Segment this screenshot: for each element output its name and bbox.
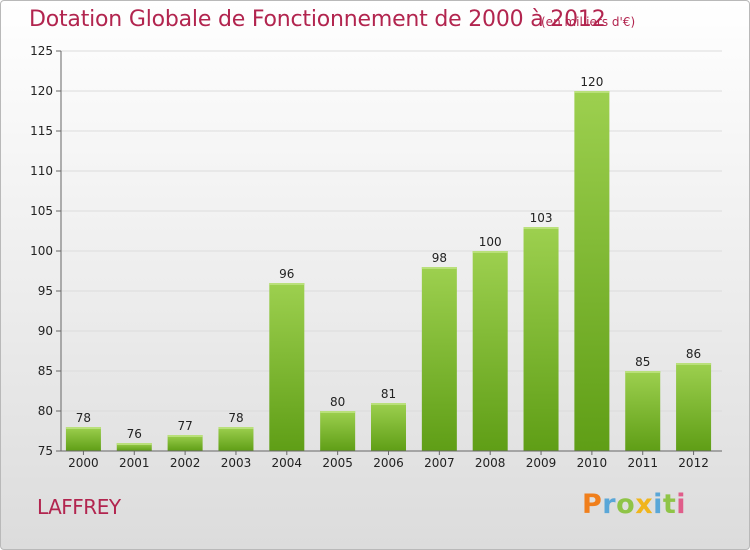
bar-highlight [472, 251, 508, 253]
x-tick-label-2007: 2007 [424, 456, 455, 470]
bar-2010 [574, 91, 610, 451]
logo-letter: o [616, 489, 636, 520]
logo-letter: t [662, 489, 677, 520]
bar-2009 [523, 227, 559, 451]
bar-highlight [625, 371, 661, 373]
logo-letter: r [602, 489, 617, 520]
y-tick-label: 105 [30, 204, 53, 218]
bar-highlight [574, 91, 610, 93]
bar-highlight [523, 227, 559, 229]
bar-highlight [371, 403, 406, 405]
place-name: LAFFREY [37, 495, 121, 519]
x-tick-label-2001: 2001 [119, 456, 150, 470]
data-label-2000: 78 [76, 411, 91, 425]
data-label-2002: 77 [177, 419, 192, 433]
data-label-2011: 85 [635, 355, 650, 369]
axes [56, 50, 722, 455]
bar-highlight [65, 427, 101, 429]
data-label-2010: 120 [580, 75, 603, 89]
bar-2002 [167, 435, 203, 451]
y-tick-label: 115 [30, 124, 53, 138]
logo-letter: x [635, 489, 654, 520]
bar-2000 [65, 427, 101, 451]
bar-highlight [116, 443, 152, 445]
data-label-2001: 76 [127, 427, 142, 441]
bar-2011 [625, 371, 661, 451]
logo-letter: i [653, 489, 663, 520]
x-tick-label-2006: 2006 [373, 456, 404, 470]
x-tick-label-2004: 2004 [272, 456, 303, 470]
logo-letter: P [582, 489, 603, 520]
y-tick-label: 100 [30, 244, 53, 258]
y-tick-label: 90 [38, 324, 53, 338]
x-tick-label-2002: 2002 [170, 456, 201, 470]
bar-2005 [320, 411, 356, 451]
y-tick-label: 85 [38, 364, 53, 378]
y-tick-label: 80 [38, 404, 53, 418]
y-tick-label: 75 [38, 444, 53, 458]
data-label-2009: 103 [530, 211, 553, 225]
bar-2012 [676, 363, 712, 451]
x-tick-label-2010: 2010 [577, 456, 608, 470]
proxiti-logo: Proxiti [582, 489, 686, 520]
bar-highlight [218, 427, 254, 429]
x-tick-label-2009: 2009 [526, 456, 557, 470]
bar-highlight [676, 363, 712, 365]
data-label-2012: 86 [686, 347, 701, 361]
bar-highlight [320, 411, 356, 413]
data-label-2006: 81 [381, 387, 396, 401]
x-tick-label-2000: 2000 [68, 456, 99, 470]
y-tick-label: 125 [30, 44, 53, 58]
y-tick-label: 110 [30, 164, 53, 178]
data-label-2008: 100 [479, 235, 502, 249]
bar-2003 [218, 427, 254, 451]
bar-highlight [167, 435, 203, 437]
data-label-2007: 98 [432, 251, 447, 265]
grid-lines [61, 50, 722, 412]
bars [65, 91, 712, 451]
chart-unit: (en milliers d'€) [541, 15, 636, 29]
bar-2008 [472, 251, 508, 451]
data-label-2005: 80 [330, 395, 345, 409]
labels: 75 80 85 90 95 100 105 110 115 120 125 78 2000 76 2001… [30, 44, 709, 470]
x-tick-label-2008: 2008 [475, 456, 506, 470]
data-label-2004: 96 [279, 267, 294, 281]
chart-title: Dotation Globale de Fonctionnement de 20… [29, 7, 606, 32]
x-tick-label-2012: 2012 [678, 456, 709, 470]
bar-2006 [371, 403, 406, 451]
x-tick-label-2003: 2003 [221, 456, 252, 470]
data-label-2003: 78 [228, 411, 243, 425]
y-tick-label: 120 [30, 84, 53, 98]
bar-2001 [116, 443, 152, 451]
bar-highlight [269, 283, 305, 285]
bar-2004 [269, 283, 305, 451]
y-tick-label: 95 [38, 284, 53, 298]
x-tick-label-2005: 2005 [322, 456, 353, 470]
logo-letter: i [676, 489, 687, 520]
bar-highlight [421, 267, 457, 269]
x-tick-label-2011: 2011 [627, 456, 658, 470]
bar-2007 [421, 267, 457, 451]
